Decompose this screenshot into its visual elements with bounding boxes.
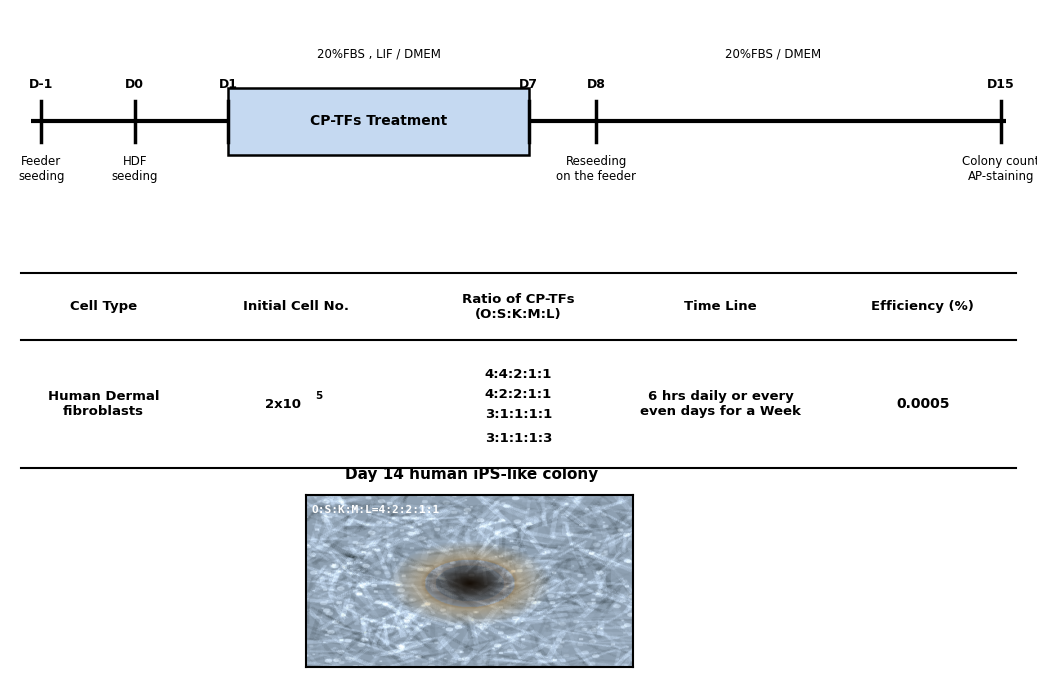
Text: 6 hrs daily or every
even days for a Week: 6 hrs daily or every even days for a Wee… xyxy=(640,390,802,419)
Text: D7: D7 xyxy=(520,78,538,91)
Text: 3:1:1:1:3: 3:1:1:1:3 xyxy=(485,431,552,445)
Text: 4:2:2:1:1: 4:2:2:1:1 xyxy=(485,388,552,401)
Text: HDF
seeding: HDF seeding xyxy=(112,155,158,183)
Text: Feeder
seeding: Feeder seeding xyxy=(19,155,64,183)
Text: Human Dermal
fibroblasts: Human Dermal fibroblasts xyxy=(48,390,160,419)
Text: CP-TFs Treatment: CP-TFs Treatment xyxy=(310,115,447,128)
Text: 0.0005: 0.0005 xyxy=(896,398,950,411)
Text: D8: D8 xyxy=(587,78,606,91)
Text: D-1: D-1 xyxy=(29,78,54,91)
Text: Ratio of CP-TFs
(O:S:K:M:L): Ratio of CP-TFs (O:S:K:M:L) xyxy=(463,293,574,321)
Text: 2x10: 2x10 xyxy=(265,398,301,411)
Text: 4:4:2:1:1: 4:4:2:1:1 xyxy=(485,367,552,381)
Text: Efficiency (%): Efficiency (%) xyxy=(871,300,975,313)
Text: Time Line: Time Line xyxy=(684,300,757,313)
Text: 20%FBS , LIF / DMEM: 20%FBS , LIF / DMEM xyxy=(316,48,441,61)
Text: 3:1:1:1:1: 3:1:1:1:1 xyxy=(485,408,552,421)
Text: Day 14 human iPS-like colony: Day 14 human iPS-like colony xyxy=(345,467,598,482)
Text: 20%FBS / DMEM: 20%FBS / DMEM xyxy=(725,48,820,61)
Text: Colony count
AP-staining: Colony count AP-staining xyxy=(962,155,1037,183)
Text: Initial Cell No.: Initial Cell No. xyxy=(243,300,348,313)
Text: Cell Type: Cell Type xyxy=(71,300,137,313)
Text: O:S:K:M:L=4:2:2:1:1: O:S:K:M:L=4:2:2:1:1 xyxy=(311,505,440,515)
Text: D0: D0 xyxy=(125,78,144,91)
Text: Reseeding
on the feeder: Reseeding on the feeder xyxy=(556,155,637,183)
Text: 5: 5 xyxy=(315,391,321,400)
FancyBboxPatch shape xyxy=(228,88,529,155)
Text: D1: D1 xyxy=(219,78,237,91)
Text: D15: D15 xyxy=(987,78,1014,91)
